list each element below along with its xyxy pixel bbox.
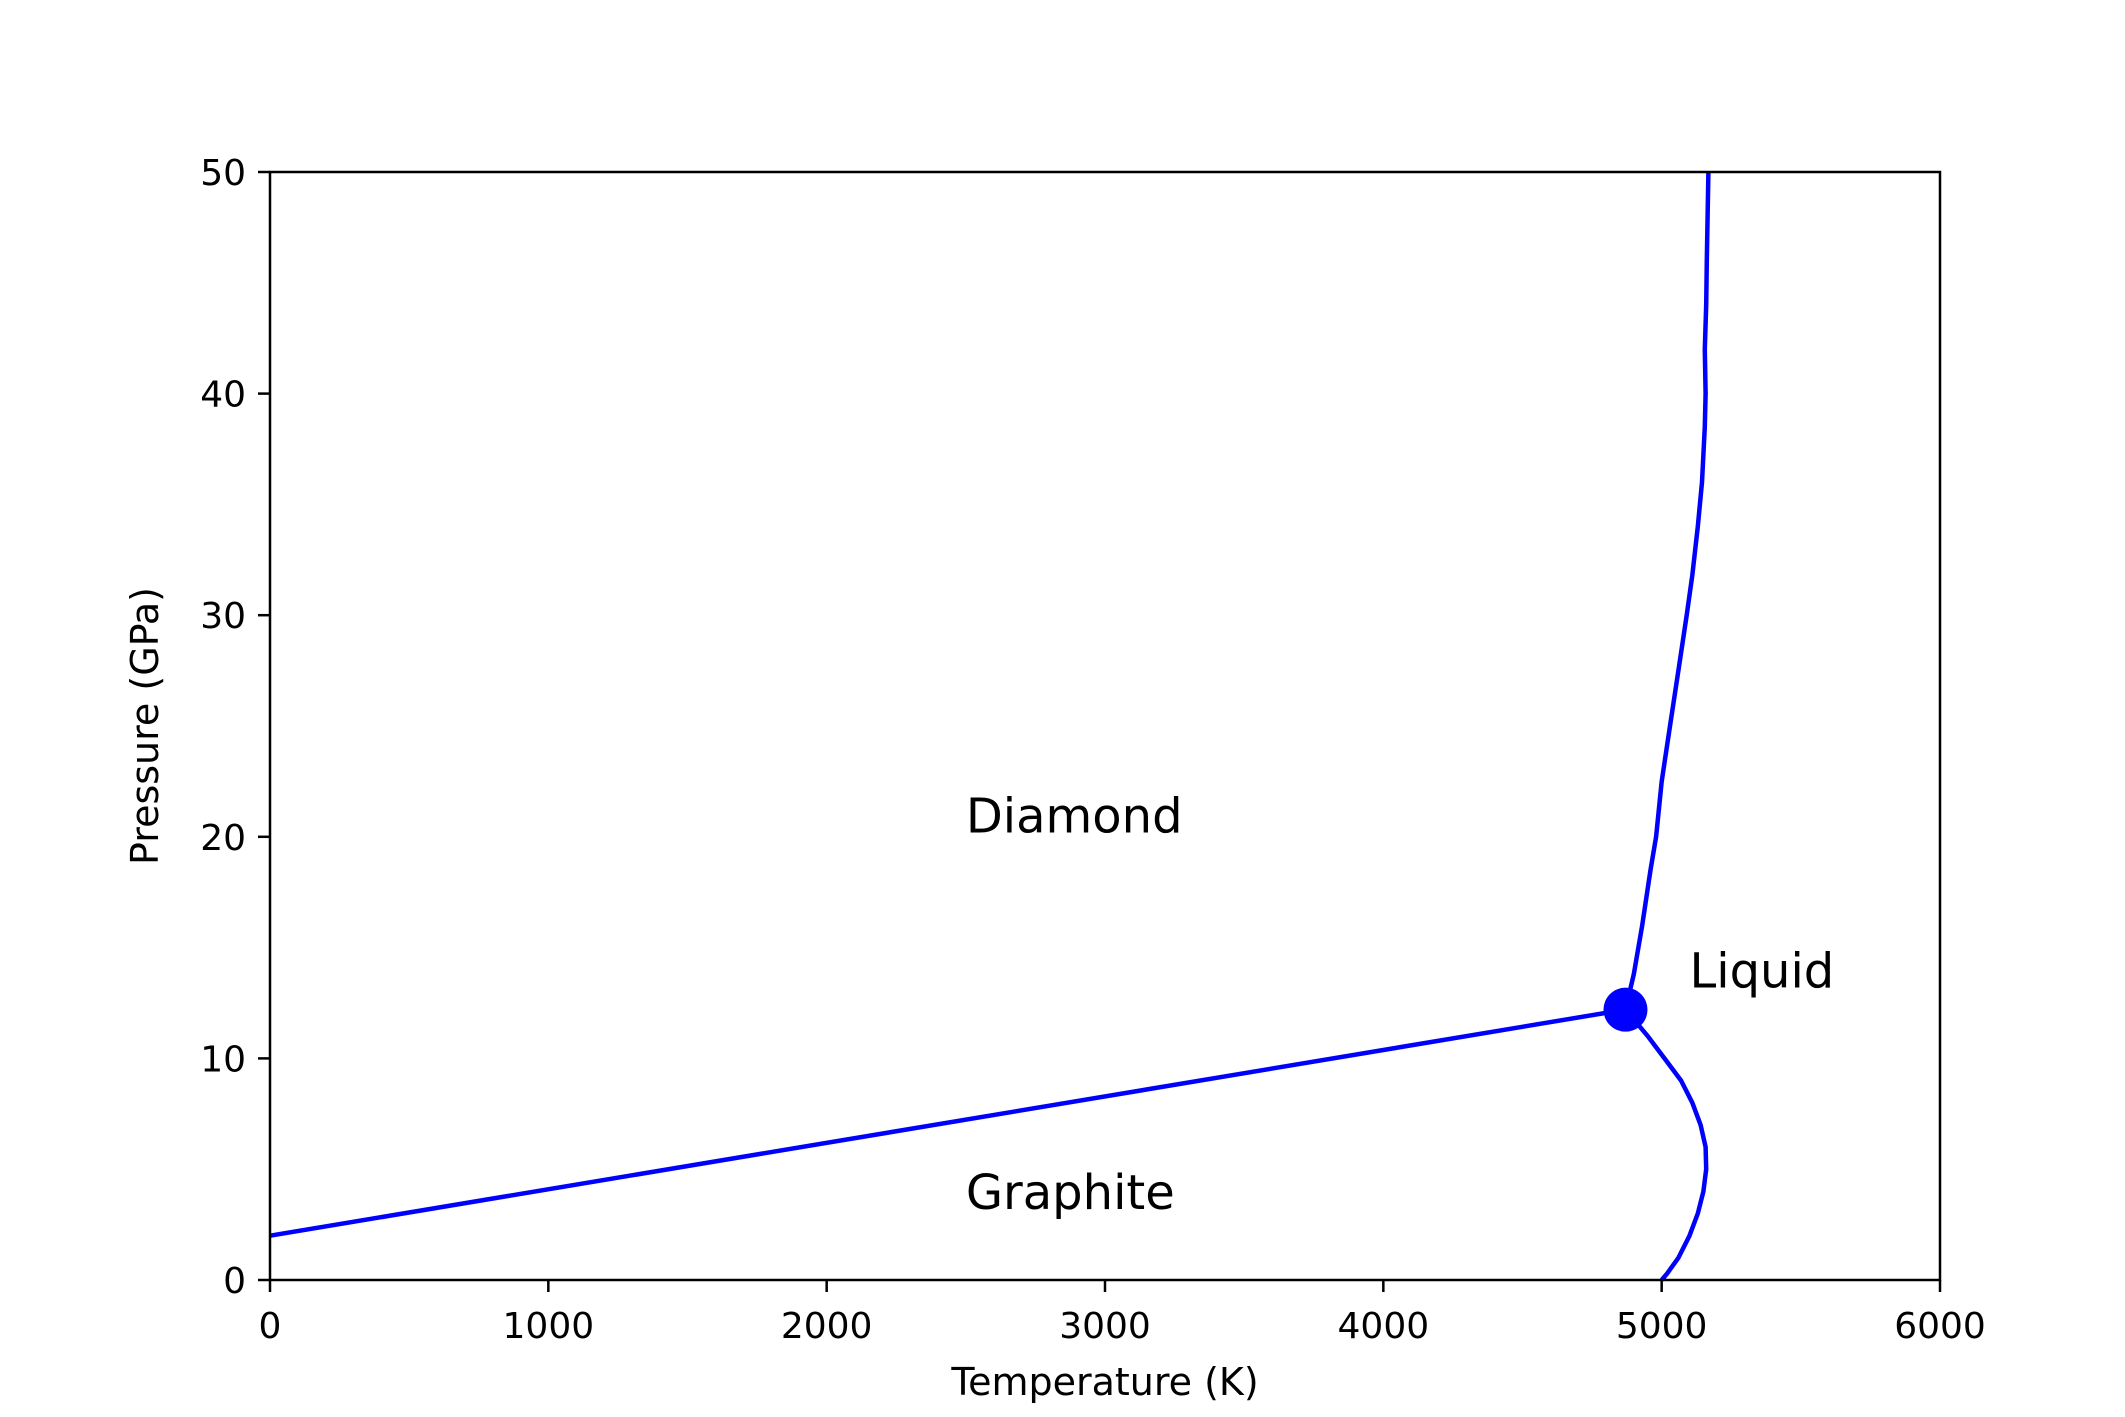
y-tick-label: 50 xyxy=(200,153,246,194)
plot-area: Diamond Graphite Liquid xyxy=(268,170,1942,1282)
x-tick-label: 5000 xyxy=(1616,1306,1708,1347)
phase-boundary-graphite-liquid xyxy=(1623,1008,1709,1282)
x-tick-label: 2000 xyxy=(781,1306,873,1347)
y-axis-label: Pressure (GPa) xyxy=(123,587,167,865)
x-tick-label: 0 xyxy=(259,1306,282,1347)
y-tick-label: 20 xyxy=(200,818,246,859)
x-tick-label: 4000 xyxy=(1338,1306,1430,1347)
triple-point-marker xyxy=(1603,987,1648,1032)
y-tick-label: 0 xyxy=(223,1261,246,1302)
region-label-diamond: Diamond xyxy=(966,788,1183,844)
x-axis: 0 1000 2000 3000 4000 5000 6000 xyxy=(259,1280,1986,1347)
x-tick-label: 3000 xyxy=(1059,1306,1151,1347)
points-layer xyxy=(1603,987,1648,1032)
y-tick-label: 30 xyxy=(200,596,246,637)
series-layer xyxy=(269,171,1711,1282)
y-axis: 0 10 20 30 40 50 xyxy=(200,153,270,1302)
annotation-layer: Diamond Graphite Liquid xyxy=(966,788,1834,1221)
region-label-graphite: Graphite xyxy=(966,1165,1175,1221)
phase-boundary-diamond-liquid xyxy=(1623,171,1711,1011)
x-tick-label: 6000 xyxy=(1894,1306,1986,1347)
x-axis-label: Temperature (K) xyxy=(950,1360,1258,1404)
y-tick-label: 40 xyxy=(200,375,246,416)
region-label-liquid: Liquid xyxy=(1690,943,1835,999)
x-tick-label: 1000 xyxy=(503,1306,595,1347)
y-tick-label: 10 xyxy=(200,1039,246,1080)
plot-frame xyxy=(268,170,1942,1282)
phase-boundary-graphite-diamond xyxy=(269,1007,1626,1238)
